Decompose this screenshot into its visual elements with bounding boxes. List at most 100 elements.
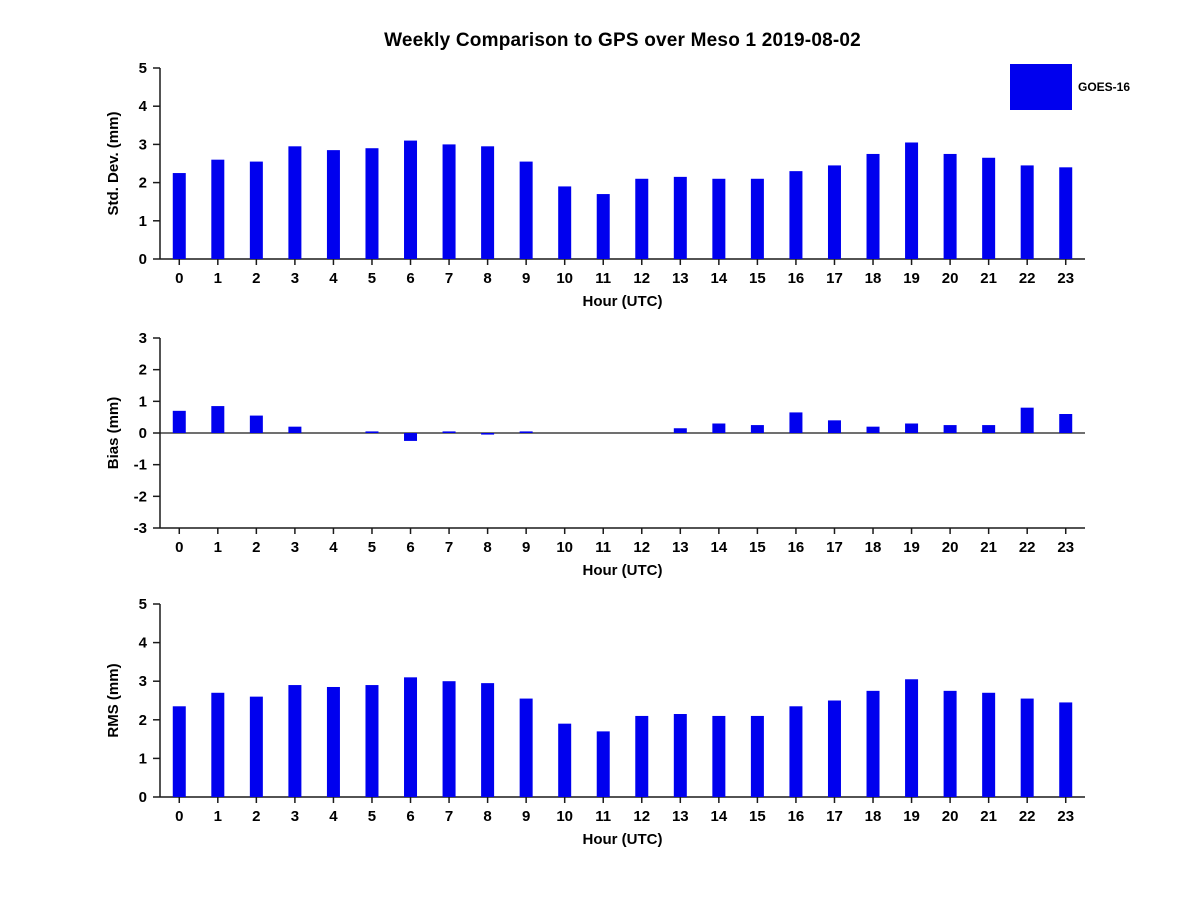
x-tick-label: 5 <box>368 539 376 556</box>
y-tick-label: -3 <box>134 520 147 537</box>
bar-hour-22 <box>1020 165 1034 259</box>
x-tick-label: 11 <box>595 539 611 556</box>
x-tick-label: 0 <box>175 808 183 825</box>
bar-hour-7 <box>442 144 456 259</box>
x-tick-label: 8 <box>483 808 491 825</box>
x-tick-label: 17 <box>826 808 843 825</box>
bar-hour-18 <box>866 153 880 259</box>
bar-hour-13 <box>673 176 687 259</box>
x-tick-label: 22 <box>1019 808 1036 825</box>
x-tick-label: 14 <box>711 270 728 287</box>
bar-hour-18 <box>866 426 880 433</box>
bar-hour-17 <box>827 420 841 433</box>
bar-hour-20 <box>943 153 957 259</box>
x-tick-label: 15 <box>749 539 766 556</box>
x-axis-title: Hour (UTC) <box>583 562 663 579</box>
bar-hour-14 <box>712 178 726 259</box>
y-tick-label: 4 <box>139 98 148 115</box>
x-tick-label: 21 <box>980 808 997 825</box>
x-tick-label: 19 <box>903 270 920 287</box>
x-tick-label: 12 <box>633 808 650 825</box>
x-tick-label: 2 <box>252 539 260 556</box>
x-tick-label: 9 <box>522 270 530 287</box>
x-tick-label: 17 <box>826 270 843 287</box>
bar-hour-5 <box>365 148 379 259</box>
bar-hour-10 <box>558 723 572 797</box>
bar-hour-1 <box>211 159 225 259</box>
x-tick-label: 14 <box>711 808 728 825</box>
legend-label-goes16: GOES-16 <box>1078 80 1131 94</box>
x-tick-label: 11 <box>595 808 611 825</box>
x-tick-label: 9 <box>522 808 530 825</box>
x-tick-label: 1 <box>214 539 222 556</box>
bar-hour-9 <box>519 698 533 797</box>
x-tick-label: 2 <box>252 808 260 825</box>
bar-hour-3 <box>288 685 302 797</box>
x-tick-label: 11 <box>595 270 611 287</box>
y-tick-label: 2 <box>139 362 147 379</box>
x-tick-label: 7 <box>445 808 453 825</box>
x-tick-label: 3 <box>291 539 299 556</box>
x-tick-label: 23 <box>1057 808 1074 825</box>
bar-hour-13 <box>673 714 687 797</box>
bar-hour-16 <box>789 706 803 797</box>
y-tick-label: 0 <box>139 251 147 268</box>
x-tick-label: 22 <box>1019 539 1036 556</box>
bar-hour-23 <box>1059 167 1073 259</box>
bar-hour-20 <box>943 425 957 433</box>
x-tick-label: 18 <box>865 539 882 556</box>
bar-hour-21 <box>982 425 996 433</box>
x-tick-label: 20 <box>942 808 959 825</box>
bar-hour-10 <box>558 186 572 259</box>
bar-hour-6 <box>404 140 418 259</box>
bar-hour-8 <box>481 146 495 259</box>
bar-hour-9 <box>519 431 533 433</box>
bar-hour-5 <box>365 685 379 797</box>
bar-hour-11 <box>596 731 610 797</box>
bar-hour-4 <box>326 150 340 259</box>
y-tick-label: 3 <box>139 330 147 347</box>
x-tick-label: 2 <box>252 270 260 287</box>
x-tick-label: 23 <box>1057 539 1074 556</box>
bar-hour-19 <box>905 142 919 259</box>
bar-hour-20 <box>943 690 957 797</box>
x-tick-label: 13 <box>672 539 689 556</box>
x-tick-label: 20 <box>942 539 959 556</box>
y-tick-label: 3 <box>139 136 147 153</box>
y-tick-label: 0 <box>139 425 147 442</box>
y-axis-title: Std. Dev. (mm) <box>105 112 122 216</box>
x-tick-label: 21 <box>980 270 997 287</box>
bar-hour-12 <box>635 715 649 797</box>
bar-hour-2 <box>249 415 263 433</box>
legend: GOES-16 <box>1010 64 1130 110</box>
x-tick-label: 4 <box>329 539 338 556</box>
y-tick-label: 4 <box>139 635 148 652</box>
y-tick-label: -1 <box>134 457 147 474</box>
x-tick-label: 3 <box>291 270 299 287</box>
x-tick-label: 19 <box>903 539 920 556</box>
bar-hour-0 <box>172 706 186 797</box>
bar-hour-17 <box>827 165 841 259</box>
x-tick-label: 10 <box>556 539 573 556</box>
bar-hour-16 <box>789 412 803 433</box>
bar-hour-23 <box>1059 702 1073 797</box>
x-tick-label: 10 <box>556 808 573 825</box>
x-tick-label: 8 <box>483 270 491 287</box>
bar-hour-3 <box>288 426 302 433</box>
bar-hour-15 <box>750 178 764 259</box>
x-tick-label: 22 <box>1019 270 1036 287</box>
x-tick-label: 18 <box>865 270 882 287</box>
bar-hour-11 <box>596 194 610 259</box>
bar-hour-17 <box>827 700 841 797</box>
x-tick-label: 1 <box>214 808 222 825</box>
x-tick-label: 18 <box>865 808 882 825</box>
bar-hour-1 <box>211 406 225 433</box>
x-tick-label: 0 <box>175 270 183 287</box>
x-tick-label: 17 <box>826 539 843 556</box>
x-tick-label: 3 <box>291 808 299 825</box>
x-tick-label: 8 <box>483 539 491 556</box>
y-tick-label: 2 <box>139 712 147 729</box>
bar-hour-21 <box>982 692 996 797</box>
bar-hour-22 <box>1020 698 1034 797</box>
